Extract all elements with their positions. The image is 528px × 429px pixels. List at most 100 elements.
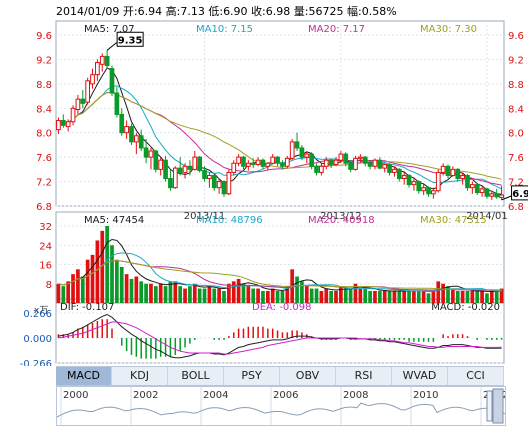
candle-body <box>163 159 168 180</box>
price-legend: MA10: 7.15 <box>196 24 253 35</box>
tab-kdj[interactable]: KDJ <box>112 367 168 385</box>
candle-body <box>153 150 159 170</box>
candle-body <box>114 92 120 115</box>
open-value: 6.94 <box>137 5 163 18</box>
volume-bar <box>115 259 119 303</box>
candle-body <box>489 193 495 197</box>
volume-legend: MA10: 48796 <box>196 215 263 226</box>
volume-bar <box>90 254 95 303</box>
volume-bar <box>119 266 124 303</box>
price-tick-right: 9.6 <box>508 31 524 42</box>
volume-bar <box>129 278 134 303</box>
volume-bar <box>144 283 148 303</box>
timeline-label: 2008 <box>343 390 368 401</box>
price-tick-right: 7.2 <box>508 178 524 189</box>
candle-body <box>99 55 105 65</box>
price-x-tick: 2013/11 <box>184 211 226 222</box>
candle-body <box>80 98 86 104</box>
candle-body <box>431 190 436 195</box>
volume-bar <box>441 283 445 303</box>
price-ma20-line <box>58 92 502 186</box>
price-tick-left: 9.6 <box>36 31 52 42</box>
volume-bar <box>314 288 319 303</box>
candle-body <box>65 121 71 128</box>
candle-body <box>435 171 441 192</box>
tab-psy[interactable]: PSY <box>224 367 280 385</box>
candle-body <box>85 80 91 103</box>
macd-tick: 0.266 <box>23 309 52 320</box>
candle-body <box>236 156 241 164</box>
volume-bar <box>407 290 411 303</box>
candle-body <box>245 162 251 167</box>
volume-bar <box>251 288 256 303</box>
volume-bar <box>353 283 358 303</box>
volume-legend: MA20: 40918 <box>308 215 375 226</box>
macd-dea-line <box>58 321 502 355</box>
candle-body <box>231 162 237 173</box>
volume-bar <box>61 286 66 303</box>
candle-body <box>158 159 164 170</box>
volume-tick: 8 <box>46 280 52 291</box>
candle-body <box>362 156 368 164</box>
tab-boll[interactable]: BOLL <box>168 367 224 385</box>
volume-bar <box>261 290 265 303</box>
volume-bar <box>300 281 304 303</box>
tab-obv[interactable]: OBV <box>280 367 336 385</box>
timeline-label: 2004 <box>203 390 228 401</box>
timeline-navigator[interactable]: 2000200220042006200820102012 <box>56 386 508 426</box>
candle-body <box>396 168 402 180</box>
annotation-box <box>511 185 528 201</box>
timeline-svg: 2000200220042006200820102012 <box>56 387 508 425</box>
price-tick-right: 7.6 <box>508 153 524 164</box>
tab-wvad[interactable]: WVAD <box>392 367 448 385</box>
candle-body <box>280 162 285 167</box>
volume-bar <box>241 283 246 303</box>
price-ma10-line <box>58 85 502 190</box>
change-label: 幅: <box>347 5 362 18</box>
candle-body <box>172 167 178 189</box>
macd-legend-macd: MACD: -0.020 <box>431 302 500 313</box>
price-tick-right: 8.4 <box>508 104 524 115</box>
volume-bar <box>275 290 280 303</box>
volume-bar <box>304 286 309 303</box>
candle-body <box>382 163 388 169</box>
volume-bar <box>412 290 416 303</box>
volume-bar <box>446 286 450 303</box>
volume-label: 量: <box>293 5 309 18</box>
volume-bar <box>76 269 80 303</box>
candle-body <box>124 126 129 134</box>
high-label: 高: <box>165 5 181 18</box>
price-tick-left: 9.2 <box>36 55 52 66</box>
candle-body <box>333 159 339 165</box>
candle-body <box>299 147 305 158</box>
candle-body <box>421 187 427 192</box>
volume-bar <box>475 290 480 303</box>
candle-body <box>460 174 465 180</box>
quote-header: 2014/01/09 开:6.94 高:7.13 低:6.90 收:6.98 量… <box>56 3 397 19</box>
candle-body <box>314 165 319 173</box>
tab-macd[interactable]: MACD <box>56 367 112 385</box>
volume-bar <box>309 288 314 303</box>
volume-bar <box>402 290 407 303</box>
price-ma30-line <box>58 92 502 180</box>
annotation-leader <box>106 41 118 51</box>
candle-body <box>406 174 412 186</box>
candle-body <box>75 98 81 111</box>
tab-cci[interactable]: CCI <box>448 367 504 385</box>
candle-body <box>138 135 144 149</box>
candle-body <box>241 156 246 167</box>
candle-body <box>221 181 227 195</box>
tab-rsi[interactable]: RSI <box>336 367 392 385</box>
volume-bar <box>192 283 197 303</box>
price-legend: MA5: 7.07 <box>84 24 135 35</box>
candle-body <box>338 153 344 161</box>
volume-bar <box>217 288 221 303</box>
volume-bar <box>197 288 202 303</box>
candle-body <box>416 181 422 192</box>
timeline-handle-right <box>492 388 504 424</box>
candle-body <box>357 156 363 159</box>
high-value: 7.13 <box>180 5 205 18</box>
volume-bar <box>324 288 329 303</box>
candle-body <box>207 174 212 180</box>
timeline-label: 2002 <box>133 390 158 401</box>
